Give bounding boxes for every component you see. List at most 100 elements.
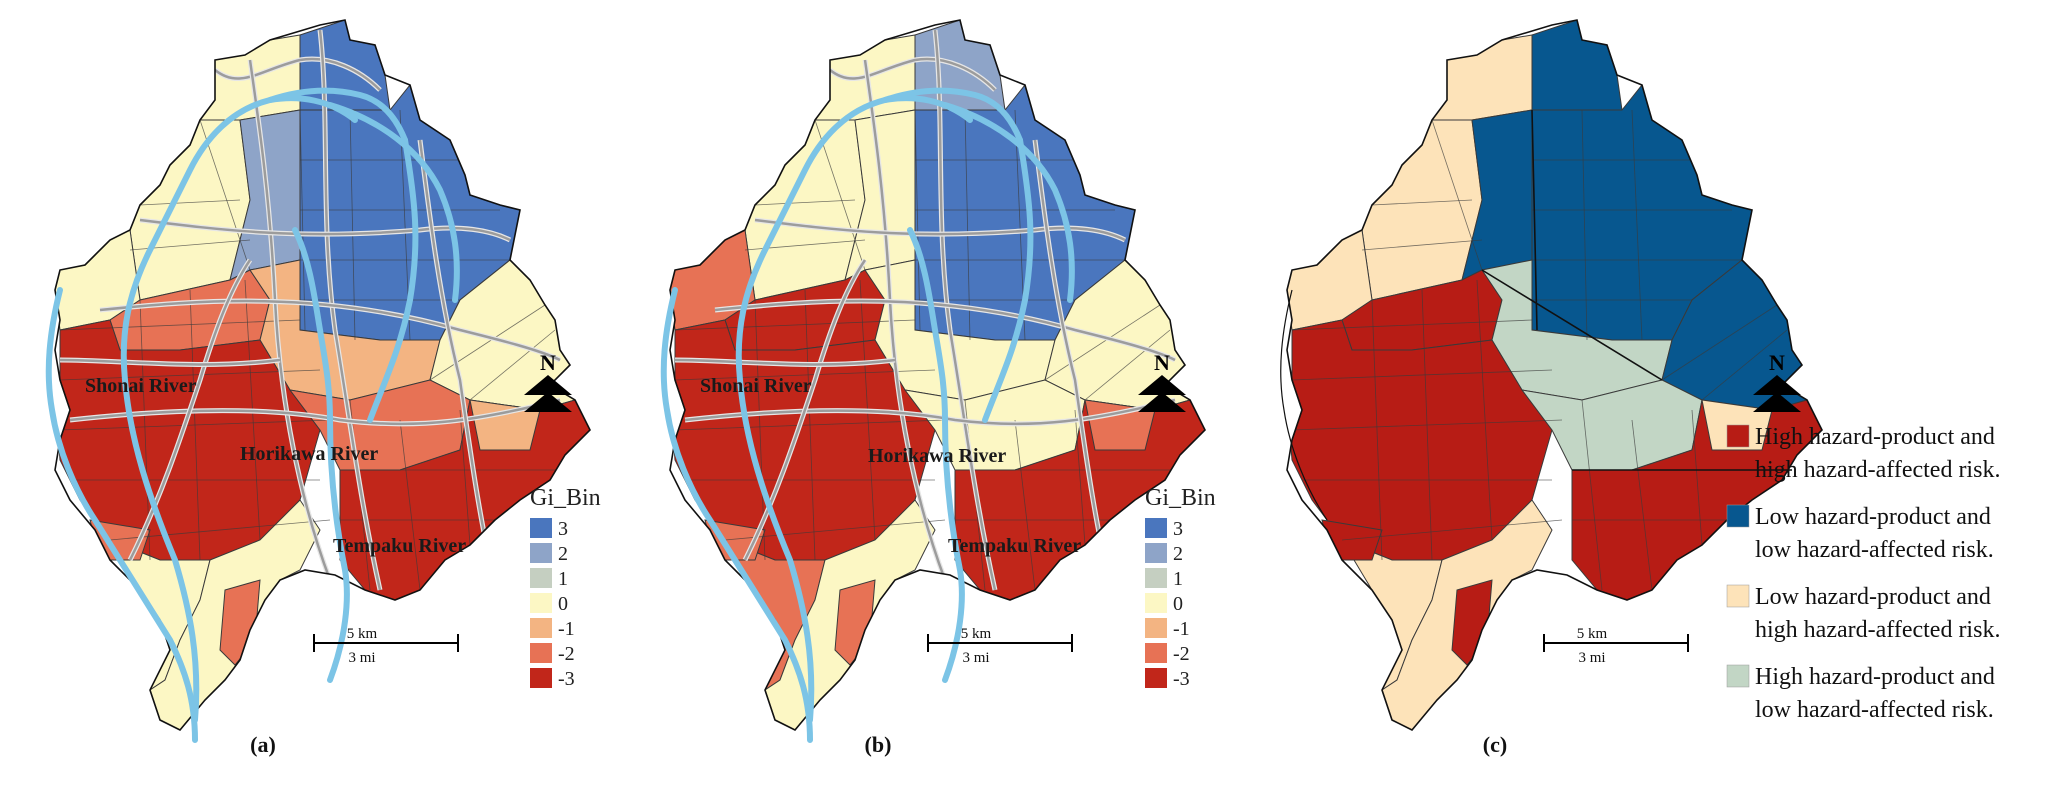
gi-legend-a: Gi_Bin 3 2 1 0 -1 -2 -3 xyxy=(530,485,601,690)
map-regions xyxy=(55,20,590,730)
category-legend: High hazard-product and high hazard-affec… xyxy=(1726,424,2000,723)
road xyxy=(214,57,381,91)
district-boundary xyxy=(1581,109,1588,341)
river-label-shonai-b: Shonai River xyxy=(700,375,812,397)
north-arrow-icon xyxy=(524,392,572,412)
panel-label-b: (b) xyxy=(865,732,892,757)
scale-bar-b: 5 km 3 mi xyxy=(927,626,1073,666)
road xyxy=(933,29,997,591)
gi-legend-title-b: Gi_Bin xyxy=(1145,485,1216,511)
gi-legend-swatch xyxy=(530,568,552,588)
gi-legend-swatch xyxy=(530,543,552,563)
road xyxy=(1033,139,1107,561)
road xyxy=(318,29,382,591)
district-boundary xyxy=(914,109,921,331)
district-boundary xyxy=(1371,199,1473,206)
district-boundary xyxy=(59,319,301,331)
category-legend-line2: low hazard-affected risk. xyxy=(1755,697,1994,723)
gi-legend-swatch xyxy=(530,593,552,613)
scale-mi-a: 3 mi xyxy=(348,650,375,666)
north-arrow-icon xyxy=(1753,375,1801,395)
river-label-shonai-a: Shonai River xyxy=(85,375,197,397)
river-outline xyxy=(1280,289,1328,521)
panel-label-a: (a) xyxy=(250,732,276,757)
district-boundary xyxy=(1691,409,1703,546)
scale-mi-b: 3 mi xyxy=(962,650,989,666)
district-boundary xyxy=(59,369,321,381)
river xyxy=(292,227,350,683)
district-boundary xyxy=(399,419,421,591)
district-boundary xyxy=(804,289,816,561)
district-region xyxy=(1084,399,1156,451)
gi-legend-title-a: Gi_Bin xyxy=(530,485,601,511)
district-boundary xyxy=(1291,319,1533,331)
gi-legend-label: 1 xyxy=(558,568,568,590)
river xyxy=(660,287,813,743)
district-boundary xyxy=(469,329,556,401)
north-label-a: N xyxy=(540,350,556,375)
city-boundary xyxy=(1286,19,1823,731)
river-label-tempaku-b: Tempaku River xyxy=(948,535,1081,557)
category-legend-line2: high hazard-affected risk. xyxy=(1755,457,2000,483)
river xyxy=(907,227,965,683)
gi-legend-swatch xyxy=(1145,568,1167,588)
gi-legend-swatch xyxy=(530,618,552,638)
category-legend-swatch xyxy=(1726,584,1750,608)
road xyxy=(139,218,511,242)
river-label-tempaku-a: Tempaku River xyxy=(333,535,466,557)
north-arrow-icon xyxy=(1138,392,1186,412)
gi-legend-label: 3 xyxy=(1173,518,1183,540)
river xyxy=(882,87,1023,143)
river xyxy=(942,102,1075,303)
district-boundary xyxy=(724,519,946,541)
district-boundary xyxy=(1361,239,1483,251)
category-legend-line1: High hazard-product and xyxy=(1755,424,1995,450)
river-label-horikawa-b: Horikawa River xyxy=(868,445,1006,467)
panel-label-c: (c) xyxy=(1483,732,1507,757)
gi-legend-swatch xyxy=(1145,593,1167,613)
gi-legend-label: 2 xyxy=(558,543,568,565)
category-legend-line2: low hazard-affected risk. xyxy=(1755,537,1994,563)
district-boundary xyxy=(1341,519,1563,541)
district-boundary xyxy=(1371,299,1383,561)
scale-mi-c: 3 mi xyxy=(1578,650,1605,666)
river xyxy=(267,87,408,143)
district-boundary xyxy=(1431,119,1483,271)
north-label-b: N xyxy=(1154,350,1170,375)
gi-legend-swatch xyxy=(1145,618,1167,638)
north-arrow-icon xyxy=(524,375,572,395)
river xyxy=(327,102,460,303)
gi-legend-label: -1 xyxy=(558,618,575,640)
map-regions xyxy=(1287,20,1822,730)
gi-legend-label: -3 xyxy=(558,668,575,690)
city-boundary xyxy=(54,19,591,731)
district-boundary xyxy=(1291,369,1553,381)
north-arrow-b: N xyxy=(1138,350,1186,412)
river xyxy=(45,287,198,743)
district-boundary xyxy=(1074,409,1086,546)
map-regions xyxy=(670,20,1205,730)
district-boundary xyxy=(109,519,331,541)
district-boundary xyxy=(1701,329,1788,401)
district-boundary xyxy=(674,319,916,331)
north-arrow-icon xyxy=(1753,392,1801,412)
river xyxy=(367,137,419,423)
gi-legend-label: 0 xyxy=(1173,593,1183,615)
gi-legend-swatch xyxy=(530,518,552,538)
district-boundary xyxy=(964,109,971,341)
category-legend-line1: Low hazard-product and xyxy=(1755,584,1991,610)
district-boundary xyxy=(1421,289,1433,561)
scale-bar-a: 5 km 3 mi xyxy=(313,626,459,666)
district-boundary xyxy=(349,109,356,341)
district-boundary xyxy=(1084,329,1171,401)
district-boundary xyxy=(1044,304,1161,381)
map-panel-c xyxy=(1280,19,1823,731)
scale-km-b: 5 km xyxy=(961,626,992,642)
district-boundary xyxy=(754,199,856,206)
district-boundary xyxy=(459,409,471,546)
city-boundary xyxy=(669,19,1206,731)
district-boundary xyxy=(139,199,241,206)
gi-legend-swatch xyxy=(1145,643,1167,663)
road xyxy=(674,358,896,366)
